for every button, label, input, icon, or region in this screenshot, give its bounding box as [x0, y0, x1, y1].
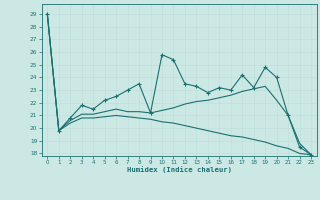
X-axis label: Humidex (Indice chaleur): Humidex (Indice chaleur): [127, 167, 232, 173]
